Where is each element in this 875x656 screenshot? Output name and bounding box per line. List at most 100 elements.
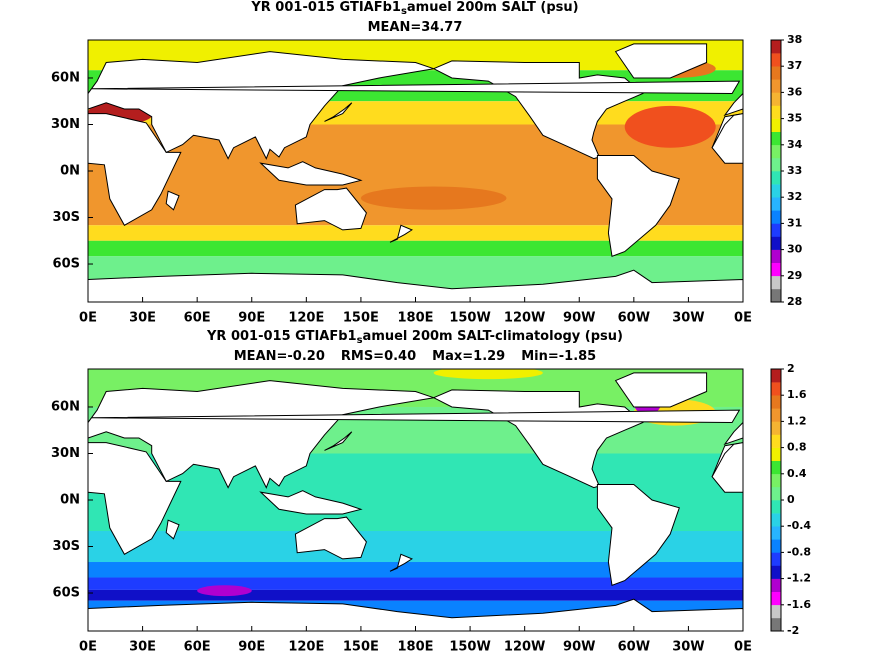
land <box>596 484 680 586</box>
land <box>91 409 741 424</box>
colorbar-label: 0.4 <box>787 467 807 480</box>
lon-label: 30E <box>129 311 156 326</box>
colorbar-segment <box>771 288 781 303</box>
colorbar-segment <box>771 275 781 290</box>
colorbar-label: 2 <box>787 362 795 375</box>
land <box>742 278 743 302</box>
land <box>747 410 875 422</box>
colorbar-label: 29 <box>787 269 802 282</box>
land <box>723 92 743 117</box>
lon-label: 60W <box>618 640 650 655</box>
colorbar-label: 31 <box>787 216 802 229</box>
land <box>723 421 743 446</box>
land <box>389 553 413 572</box>
stat: MEAN=34.77 <box>368 20 463 35</box>
title-part: amuel 200m SALT-climatology (psu) <box>363 329 623 344</box>
colorbar-segment <box>771 210 781 224</box>
lon-label: 120E <box>288 311 324 326</box>
lon-label: 120E <box>288 640 324 655</box>
ocean-band <box>88 589 743 601</box>
map-panel: YR 001-015 GTIAFb1samuel 200m SALT (psu)… <box>51 0 834 326</box>
colorbar-segment <box>771 171 781 185</box>
colorbar-label: 30 <box>787 243 803 256</box>
title-part: s <box>401 6 407 17</box>
land <box>91 80 741 95</box>
lon-label: 0E <box>734 311 752 326</box>
stat: Min=-1.85 <box>521 349 596 364</box>
title-part: YR 001-015 GTIAFb1 <box>206 329 357 344</box>
land <box>294 187 367 231</box>
land <box>88 269 743 302</box>
land <box>389 224 413 243</box>
ocean-band <box>88 225 743 241</box>
title-part: amuel 200m SALT (psu) <box>407 0 579 15</box>
title-part: s <box>357 335 363 346</box>
ocean-band <box>88 562 743 578</box>
colorbar-segment <box>771 486 781 501</box>
panel-title: YR 001-015 GTIAFb1samuel 200m SALT-clima… <box>206 329 623 347</box>
colorbar-segment <box>771 591 781 606</box>
stat: MEAN=-0.20 <box>234 349 325 364</box>
colorbar-segment <box>771 249 781 263</box>
colorbar-segment <box>771 53 781 67</box>
colorbar-label: 0 <box>787 493 795 506</box>
lon-label: 30E <box>129 640 156 655</box>
lat-label: 30N <box>51 117 80 132</box>
land <box>614 372 708 408</box>
lat-label: 60S <box>53 257 80 272</box>
lon-label: 90W <box>563 311 595 326</box>
stat: Max=1.29 <box>432 349 505 364</box>
lon-label: 90E <box>238 311 265 326</box>
colorbar-segment <box>771 513 781 527</box>
land <box>294 516 367 560</box>
colorbar-segment <box>771 92 781 106</box>
lon-label: 180E <box>397 640 433 655</box>
land <box>259 161 363 186</box>
panel-stats: MEAN=34.77 <box>368 20 463 35</box>
land <box>165 519 180 540</box>
ocean-blob <box>360 186 507 210</box>
colorbar-label: 1.6 <box>787 388 807 401</box>
colorbar: 38 37 36 35 34 33 32 31 30 29 28 <box>770 33 803 308</box>
lon-label: 150W <box>449 640 490 655</box>
colorbar-segment <box>771 197 781 211</box>
lon-label: 120W <box>504 640 545 655</box>
land <box>614 43 708 79</box>
lat-label: 0N <box>60 493 80 508</box>
lat-label: 0N <box>60 164 80 179</box>
colorbar-label: 1.2 <box>787 414 807 427</box>
lat-label: 30N <box>51 446 80 461</box>
lon-label: 0E <box>79 640 97 655</box>
land <box>711 113 743 164</box>
land <box>821 520 834 539</box>
ocean-blob <box>197 585 252 597</box>
lon-label: 120W <box>504 311 545 326</box>
colorbar-segment <box>771 79 781 93</box>
colorbar: 2 1.6 1.2 0.8 0.4 0 -0.4 -0.8 -1.2 -1.6 -2 <box>770 362 811 637</box>
land <box>711 442 743 493</box>
colorbar-segment <box>771 552 781 566</box>
colorbar-segment <box>771 617 781 632</box>
colorbar-label: -1.6 <box>787 598 811 611</box>
land <box>88 598 743 631</box>
colorbar-label: -1.2 <box>787 572 811 585</box>
colorbar-segment <box>771 395 781 409</box>
panel-title: YR 001-015 GTIAFb1samuel 200m SALT (psu) <box>250 0 578 17</box>
colorbar-segment <box>771 40 781 54</box>
land <box>821 191 834 210</box>
lon-label: 180E <box>397 311 433 326</box>
colorbar-label: 33 <box>787 164 802 177</box>
lon-label: 150W <box>449 311 490 326</box>
colorbar-segment <box>771 539 781 553</box>
colorbar-label: -0.8 <box>787 545 811 558</box>
map-body <box>88 369 875 631</box>
lat-label: 30S <box>53 539 80 554</box>
colorbar-segment <box>771 578 781 592</box>
lat-label: 60N <box>51 70 80 85</box>
colorbar-segment <box>771 157 781 172</box>
land <box>259 490 363 515</box>
lon-label: 30W <box>672 311 704 326</box>
colorbar-segment <box>771 144 781 159</box>
colorbar-segment <box>771 447 781 461</box>
lat-label: 60S <box>53 586 80 601</box>
